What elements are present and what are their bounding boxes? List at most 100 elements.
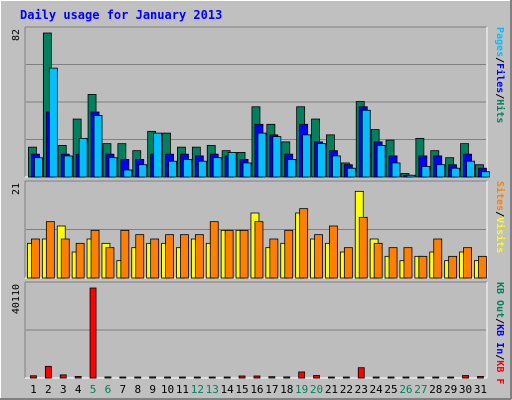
legend-entry-kb-in: KB In [494, 324, 505, 354]
bar-sites [358, 216, 368, 279]
bar-sites [75, 242, 85, 279]
bar-kb-f [238, 375, 246, 379]
x-tick-label: 31 [474, 383, 487, 396]
bar-sites [448, 255, 458, 279]
bar-sites [418, 255, 428, 279]
legend-separator: / [494, 318, 505, 324]
legend-entry-kb-out: KB Out [494, 282, 505, 318]
bar-kb-f [193, 376, 201, 379]
legend: Sites/Visits [494, 181, 506, 253]
bar-pages [391, 162, 401, 178]
bar-sites [209, 221, 219, 279]
legend-entry-files: Files [494, 63, 506, 93]
legend-separator: / [494, 354, 505, 360]
bar-kb-f [477, 376, 484, 379]
x-tick-label: 14 [221, 383, 235, 396]
bar-kb-f [372, 376, 380, 379]
bar-pages [108, 157, 118, 178]
x-tick-label: 10 [161, 383, 174, 396]
bar-kb-f [268, 376, 276, 379]
bar-kb-f [342, 376, 350, 379]
legend-entry-sites: Sites [494, 181, 506, 211]
bar-pages [138, 164, 148, 178]
bar-pages [34, 157, 43, 178]
bar-kb-f [44, 365, 52, 379]
scale-label: 82 [11, 29, 22, 41]
bar-kb-f [283, 376, 291, 379]
bar-kb-f [74, 376, 82, 379]
x-tick-label: 24 [370, 383, 384, 396]
bar-pages [361, 109, 371, 178]
bar-kb-f [104, 376, 112, 379]
legend-entry-hits: Hits [494, 99, 506, 123]
x-tick-label: 12 [191, 383, 204, 396]
scale-label: 21 [11, 183, 22, 195]
bar-pages [406, 174, 416, 178]
bar-kb-f [462, 375, 469, 379]
bar-sites [45, 221, 55, 279]
bar-kb-f [253, 375, 261, 379]
bar-sites [403, 247, 413, 279]
bar-pages [48, 67, 58, 178]
bar-sites [194, 234, 204, 279]
x-tick-label: 30 [459, 383, 472, 396]
x-tick-label: 15 [235, 383, 248, 396]
legend-separator: / [494, 57, 505, 63]
x-tick-label: 20 [310, 383, 323, 396]
bar-pages [63, 155, 73, 178]
legend-entry-kb-f: KB F [494, 360, 505, 384]
bar-pages [257, 132, 267, 178]
x-tick-label: 22 [340, 383, 353, 396]
bar-sites [329, 225, 338, 279]
bar-kb-f [223, 376, 231, 379]
bar-sites [388, 247, 398, 279]
x-tick-label: 5 [90, 383, 97, 396]
x-tick-label: 21 [325, 383, 338, 396]
bar-sites [254, 221, 264, 279]
x-tick-label: 13 [206, 383, 219, 396]
x-tick-label: 25 [384, 383, 397, 396]
bar-sites [463, 247, 472, 279]
x-axis: 1 2 3 4 5 6 7 8 9 10 11 12 13 14 15 16 17 18 19 20 21 22 23 24 2… [30, 383, 487, 396]
bar-kb-f [402, 376, 410, 379]
bar-sites [373, 242, 383, 279]
x-tick-label: 16 [250, 383, 263, 396]
x-tick-label: 27 [414, 383, 427, 396]
x-tick-label: 28 [429, 383, 442, 396]
x-tick-label: 7 [120, 383, 127, 396]
legend: KB Out/KB In/KB F [494, 282, 505, 384]
x-tick-label: 17 [265, 383, 278, 396]
bar-kb-f [119, 376, 127, 379]
bar-sites [135, 234, 145, 279]
bar-kb-f [313, 375, 320, 379]
x-tick-label: 2 [45, 383, 52, 396]
legend-separator: / [494, 93, 505, 99]
bar-pages [183, 159, 192, 178]
bar-sites [60, 238, 70, 279]
panel-visits-sites: 21 Sites/Visits [11, 180, 506, 279]
bar-kb-f [432, 376, 440, 379]
bar-pages [302, 134, 312, 178]
bar-pages [197, 160, 207, 178]
legend-entry-visits: Visits [494, 217, 506, 253]
bar-kb-f [164, 376, 171, 379]
bar-sites [269, 238, 279, 279]
bar-kb-f [89, 287, 97, 379]
legend-entry-pages: Pages [494, 27, 505, 57]
bar-pages [227, 152, 237, 178]
bar-pages [212, 157, 222, 178]
x-tick-label: 11 [176, 383, 189, 396]
bar-sites [180, 234, 189, 279]
chart-title: Daily usage for January 2013 [20, 8, 222, 22]
bar-sites [239, 229, 249, 279]
bar-sites [343, 247, 353, 279]
bar-sites [299, 208, 309, 279]
bar-pages [78, 137, 88, 178]
x-tick-label: 29 [444, 383, 457, 396]
bar-sites [120, 229, 130, 279]
x-tick-label: 26 [399, 383, 412, 396]
x-tick-label: 9 [149, 383, 156, 396]
bar-pages [451, 167, 461, 178]
bar-kb-f [149, 376, 157, 379]
